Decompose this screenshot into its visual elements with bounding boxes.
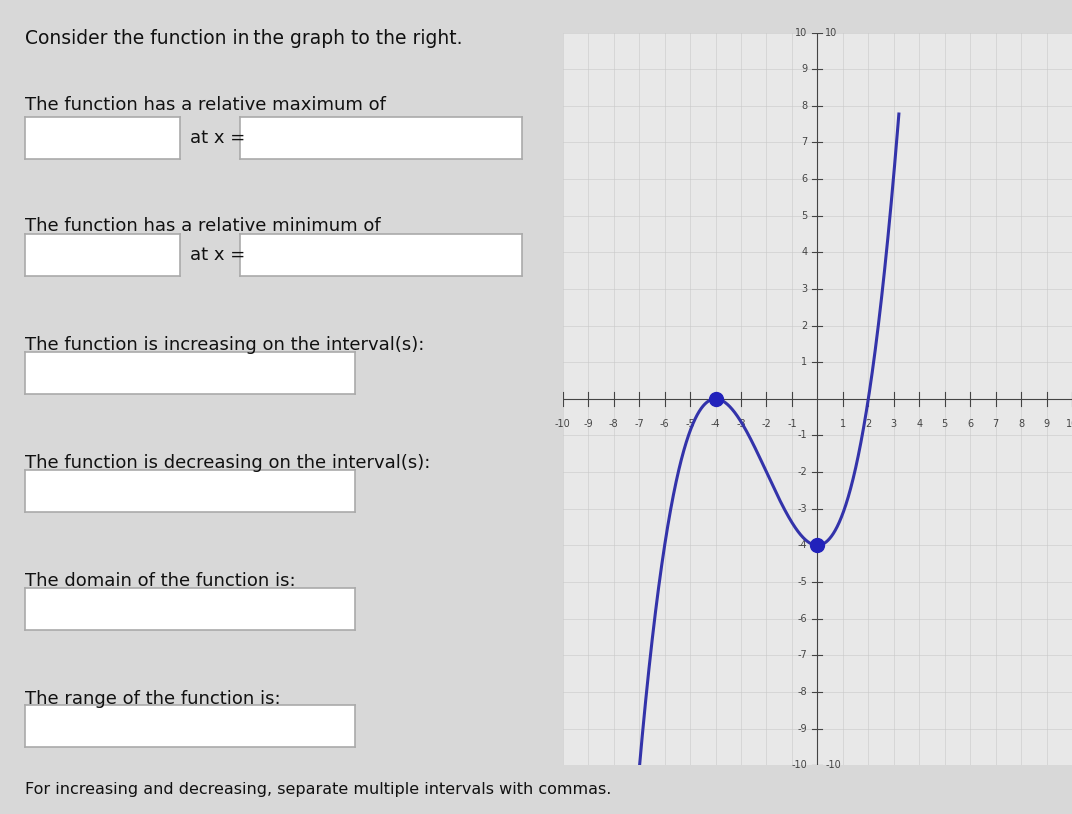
Text: 1: 1: [801, 357, 807, 367]
Text: -1: -1: [787, 419, 796, 429]
Text: -5: -5: [685, 419, 695, 429]
Text: -2: -2: [761, 419, 772, 429]
Text: The domain of the function is:: The domain of the function is:: [25, 572, 296, 590]
Text: 2: 2: [865, 419, 872, 429]
Text: For increasing and decreasing, separate multiple intervals with commas.: For increasing and decreasing, separate …: [25, 782, 611, 797]
Text: -4: -4: [711, 419, 720, 429]
Text: -8: -8: [798, 687, 807, 697]
Text: 1: 1: [839, 419, 846, 429]
Text: 10: 10: [795, 28, 807, 37]
Text: -1: -1: [798, 431, 807, 440]
Text: at x =: at x =: [190, 246, 245, 264]
Text: -2: -2: [798, 467, 807, 477]
Text: -7: -7: [798, 650, 807, 660]
Text: Consider the function in the graph to the right.: Consider the function in the graph to th…: [25, 29, 462, 48]
Text: The function is increasing on the interval(s):: The function is increasing on the interv…: [25, 336, 425, 354]
Text: 10: 10: [825, 28, 837, 37]
Text: -4: -4: [798, 540, 807, 550]
Text: -5: -5: [798, 577, 807, 587]
Text: 2: 2: [801, 321, 807, 330]
Text: 7: 7: [993, 419, 999, 429]
Text: The function has a relative minimum of: The function has a relative minimum of: [25, 217, 381, 235]
Text: 5: 5: [941, 419, 948, 429]
Text: 3: 3: [801, 284, 807, 294]
Text: 8: 8: [801, 101, 807, 111]
Text: -10: -10: [825, 760, 840, 770]
Text: 7: 7: [801, 138, 807, 147]
Text: 10: 10: [1066, 419, 1072, 429]
Text: 9: 9: [1043, 419, 1049, 429]
Text: 6: 6: [801, 174, 807, 184]
Text: 4: 4: [801, 247, 807, 257]
Text: -6: -6: [660, 419, 669, 429]
Text: at x =: at x =: [190, 129, 245, 147]
Text: -9: -9: [583, 419, 593, 429]
Text: 9: 9: [801, 64, 807, 74]
Text: 3: 3: [891, 419, 897, 429]
Text: -7: -7: [635, 419, 644, 429]
Text: -6: -6: [798, 614, 807, 624]
Text: -10: -10: [555, 419, 570, 429]
Text: 6: 6: [967, 419, 973, 429]
Text: -10: -10: [791, 760, 807, 770]
Text: The function is decreasing on the interval(s):: The function is decreasing on the interv…: [25, 454, 430, 472]
Text: 5: 5: [801, 211, 807, 221]
Text: -3: -3: [736, 419, 746, 429]
Text: The range of the function is:: The range of the function is:: [25, 690, 281, 708]
Text: 4: 4: [917, 419, 922, 429]
Text: -9: -9: [798, 724, 807, 733]
Text: -3: -3: [798, 504, 807, 514]
Text: -8: -8: [609, 419, 619, 429]
Text: 8: 8: [1018, 419, 1024, 429]
Text: The function has a relative maximum of: The function has a relative maximum of: [25, 96, 386, 114]
